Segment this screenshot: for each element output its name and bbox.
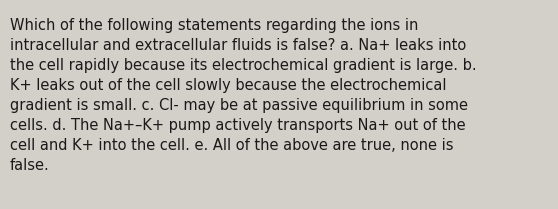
Text: Which of the following statements regarding the ions in
intracellular and extrac: Which of the following statements regard… [10, 18, 477, 173]
